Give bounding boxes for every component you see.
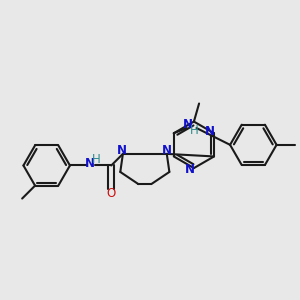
Text: N: N — [183, 118, 193, 131]
Text: H: H — [190, 124, 198, 137]
Text: O: O — [106, 188, 116, 200]
Text: N: N — [162, 144, 172, 157]
Text: N: N — [85, 157, 95, 170]
Text: H: H — [92, 153, 101, 166]
Text: N: N — [185, 163, 195, 176]
Text: N: N — [117, 144, 128, 157]
Text: N: N — [205, 125, 215, 138]
